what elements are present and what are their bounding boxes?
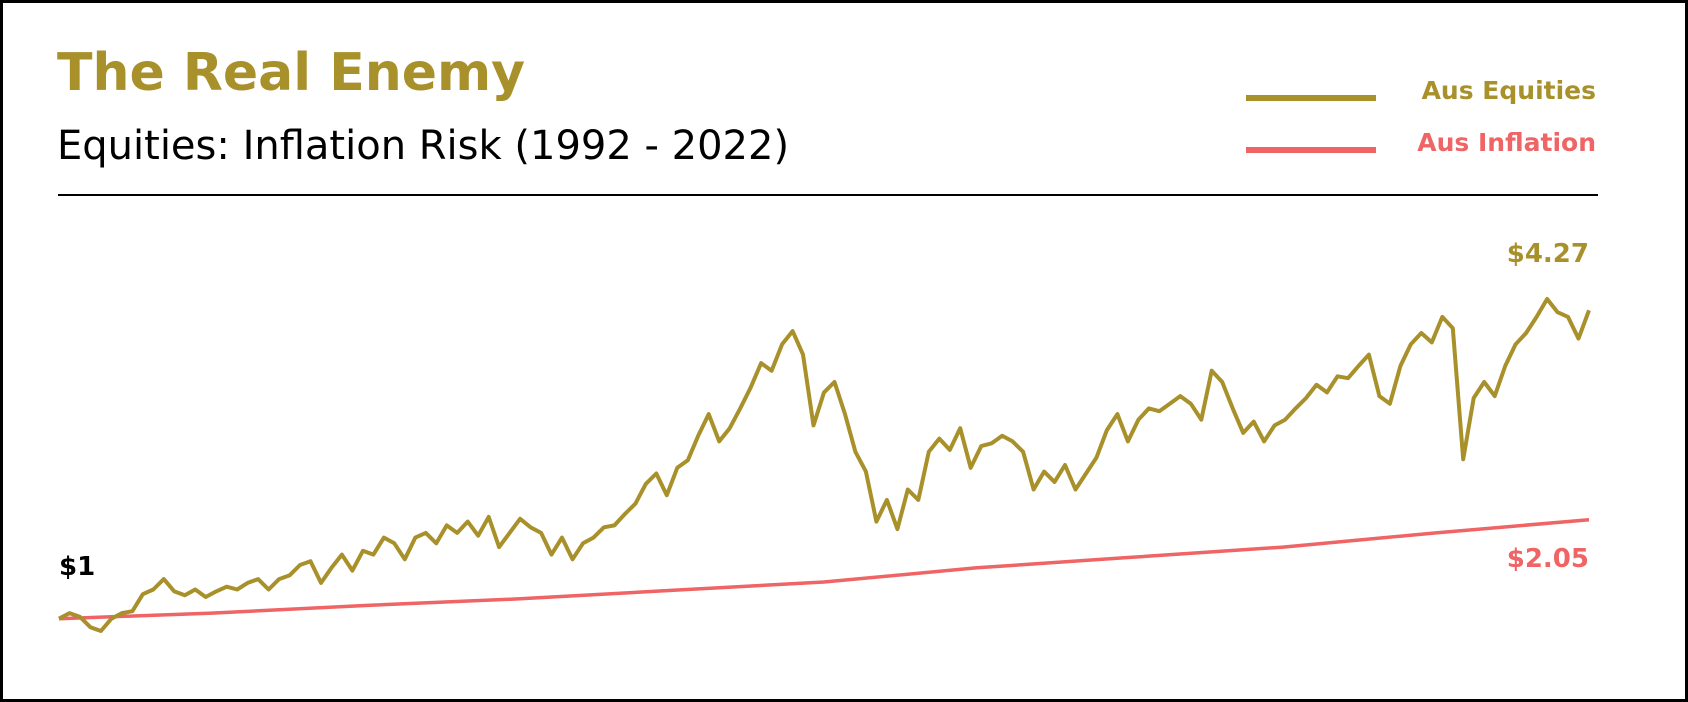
chart-title: The Real Enemy: [57, 43, 525, 103]
series-line: [58, 517, 1590, 621]
end-label: $4.27: [1507, 239, 1589, 269]
legend-label: Aus Equities: [1422, 76, 1596, 105]
end-label: $2.05: [1507, 544, 1589, 574]
legend-label: Aus Inflation: [1417, 128, 1596, 157]
chart-subtitle: Equities: Inflation Risk (1992 - 2022): [57, 123, 789, 169]
series-line: [58, 297, 1591, 633]
start-label: $1: [59, 552, 95, 582]
